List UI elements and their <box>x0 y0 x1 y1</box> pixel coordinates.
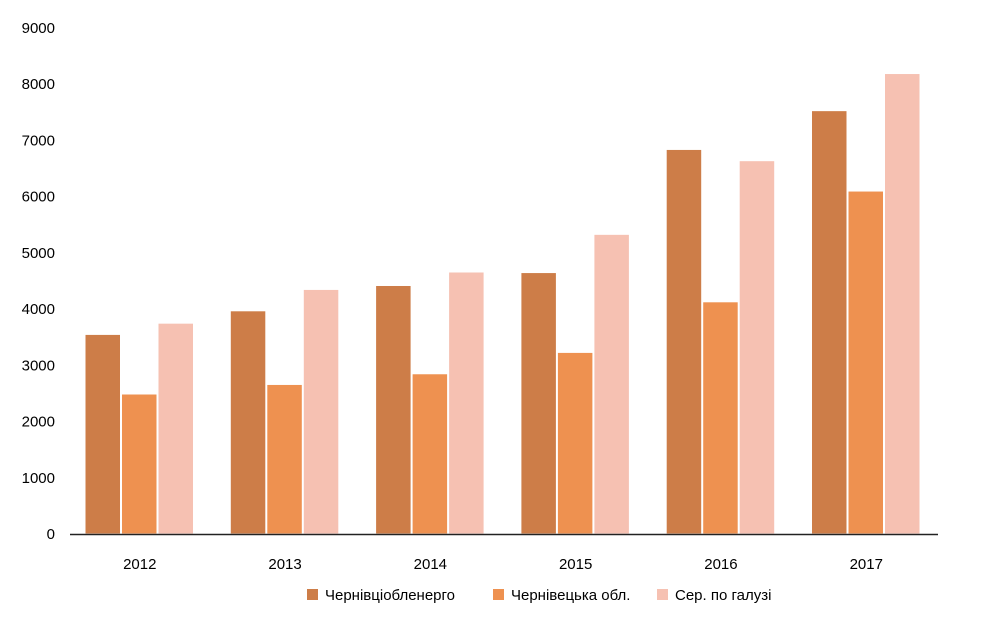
bar-2012-series-2 <box>157 322 194 535</box>
legend: Чернівціобленерго Чернівецька обл. Сер. по… <box>307 587 771 604</box>
y-tick-label: 1000 <box>22 470 55 487</box>
legend-item: Чернівецька обл. <box>493 587 630 604</box>
legend-label: Чернівецька обл. <box>511 587 630 604</box>
bar-2012-series-0 <box>84 333 121 535</box>
x-tick-label: 2014 <box>414 556 447 573</box>
y-tick-label: 0 <box>47 526 55 543</box>
legend-swatch <box>493 589 504 600</box>
y-tick-label: 9000 <box>22 20 55 37</box>
bar-2017-series-2 <box>884 73 921 535</box>
legend-label: Сер. по галузі <box>675 587 771 604</box>
bar-2015-series-1 <box>556 351 594 535</box>
bar-2015-series-0 <box>520 272 557 535</box>
y-tick-label: 8000 <box>22 76 55 93</box>
bar-2016-series-1 <box>702 301 739 535</box>
bar-2014-series-2 <box>448 271 485 535</box>
bar-2013-series-2 <box>302 288 340 535</box>
legend-item: Чернівціобленерго <box>307 587 455 604</box>
bar-2017-series-0 <box>811 110 848 535</box>
bars <box>84 73 921 535</box>
x-axis-ticks: 2012 2013 2014 2015 2016 2017 <box>123 556 883 573</box>
legend-swatch <box>307 589 318 600</box>
bar-2012-series-1 <box>121 393 158 535</box>
y-tick-label: 5000 <box>22 245 55 262</box>
bar-2016-series-2 <box>738 160 776 535</box>
x-tick-label: 2013 <box>268 556 301 573</box>
x-tick-label: 2012 <box>123 556 156 573</box>
bar-2013-series-1 <box>266 383 303 535</box>
x-tick-label: 2015 <box>559 556 592 573</box>
bar-2017-series-1 <box>847 190 884 535</box>
y-tick-label: 6000 <box>22 189 55 206</box>
bar-2014-series-0 <box>375 284 412 535</box>
bar-2013-series-0 <box>229 310 267 535</box>
y-tick-label: 2000 <box>22 414 55 431</box>
legend-label: Чернівціобленерго <box>325 587 455 604</box>
x-tick-label: 2016 <box>704 556 737 573</box>
y-tick-label: 7000 <box>22 132 55 149</box>
bar-2014-series-1 <box>411 373 449 535</box>
y-axis-ticks: 0 1000 2000 3000 4000 5000 6000 7000 8000 9000 <box>22 20 55 543</box>
y-tick-label: 3000 <box>22 357 55 374</box>
bar-2015-series-2 <box>593 233 630 535</box>
bar-2016-series-0 <box>665 148 703 535</box>
x-tick-label: 2017 <box>850 556 883 573</box>
legend-item: Сер. по галузі <box>657 587 771 604</box>
y-tick-label: 4000 <box>22 301 55 318</box>
legend-swatch <box>657 589 668 600</box>
